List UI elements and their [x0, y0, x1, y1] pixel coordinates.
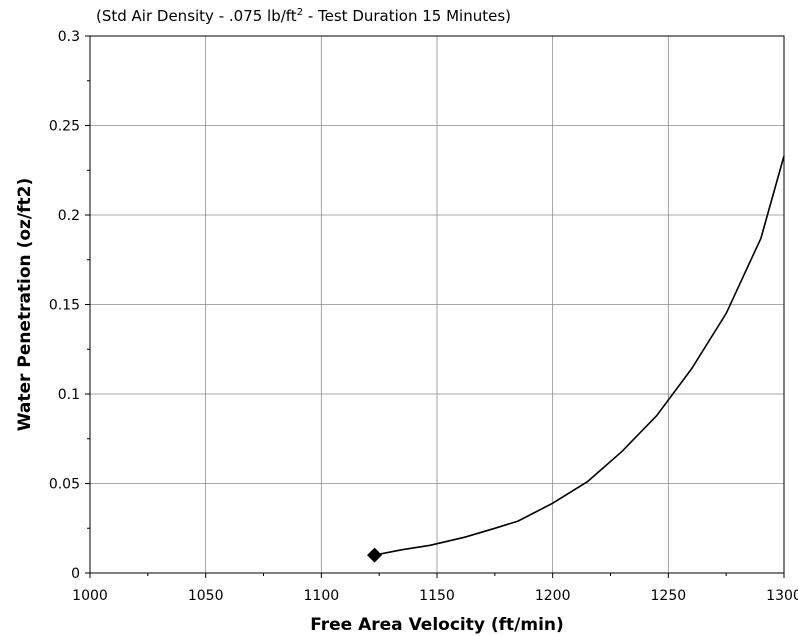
- y-tick-label: 0.1: [58, 387, 80, 403]
- y-tick-labels: 0 0.05 0.1 0.15 0.2 0.25 0.3: [49, 29, 80, 582]
- plot-area-frame: [89, 35, 785, 574]
- x-tick-label: 1200: [535, 588, 571, 604]
- minor-ticks: [85, 35, 785, 578]
- y-tick-label: 0.3: [58, 29, 80, 45]
- y-axis-label: Water Penetration (oz/ft2): [15, 178, 35, 432]
- diamond-marker: [367, 547, 383, 563]
- x-tick-label: 1250: [651, 588, 687, 604]
- chart-subtitle: (Std Air Density - .075 lb/ft2 - Test Du…: [96, 7, 511, 25]
- y-tick-label: 0.05: [49, 477, 80, 493]
- y-tick-label: 0.25: [49, 119, 80, 135]
- x-tick-label: 1150: [419, 588, 455, 604]
- subtitle-text-part2: - Test Duration 15 Minutes): [303, 7, 512, 25]
- subtitle-text-part1: (Std Air Density - .075 lb/ft: [96, 7, 297, 25]
- grid-lines: [90, 36, 784, 573]
- x-tick-label: 1300: [766, 588, 798, 604]
- subtitle-superscript: 2: [296, 7, 304, 18]
- x-axis-label: Free Area Velocity (ft/min): [310, 615, 564, 635]
- series-line: [374, 155, 785, 556]
- y-tick-label: 0.2: [58, 208, 80, 224]
- x-tick-label: 1100: [304, 588, 340, 604]
- series-markers: [367, 547, 383, 563]
- y-tick-label: 0: [71, 566, 80, 582]
- y-tick-label: 0.15: [49, 298, 80, 314]
- x-tick-labels: 1000 1050 1100 1150 1200 1250 1300: [72, 588, 798, 604]
- x-tick-label: 1050: [188, 588, 224, 604]
- x-tick-label: 1000: [72, 588, 108, 604]
